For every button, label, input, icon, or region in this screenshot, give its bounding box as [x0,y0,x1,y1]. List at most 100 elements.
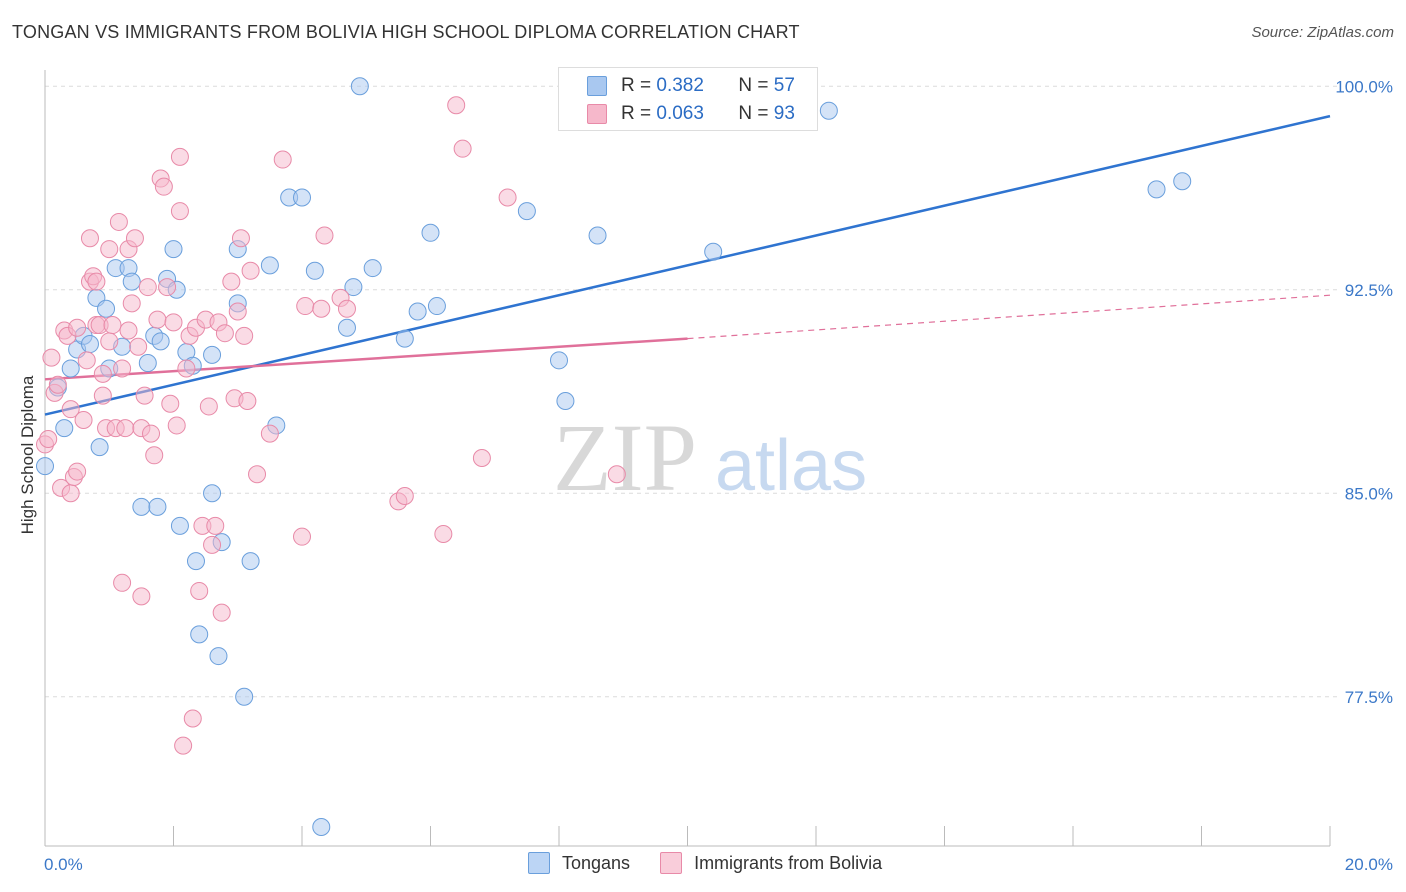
legend-r-value: 0.382 [656,75,704,96]
legend-row-bolivia: R = 0.063 N = 93 [559,100,795,128]
point-tongans [203,345,222,364]
chart-title: TONGAN VS IMMIGRANTS FROM BOLIVIA HIGH S… [12,22,800,42]
point-tongans [61,359,80,378]
legend-label-tongans: Tongans [562,852,631,873]
point-bolivia [472,449,491,467]
legend-n-label: N = [738,75,769,96]
legend-n-label: N = [738,103,769,124]
y-tick-label: 92.5% [1345,281,1393,300]
point-bolivia [447,96,466,115]
point-bolivia [177,359,196,378]
point-bolivia [42,348,61,367]
point-bolivia [199,397,218,416]
point-bolivia [80,229,99,248]
point-bolivia [93,364,112,383]
point-bolivia [170,202,189,221]
point-bolivia [135,386,154,405]
tick-labels: 77.5% 85.0% 92.5% 100.0% 0.0% 20.0% [44,77,1393,874]
point-tongans [305,261,324,280]
point-bolivia [142,424,161,443]
point-tongans [260,256,279,275]
point-bolivia [453,139,472,158]
point-bolivia [87,272,106,291]
point-tongans [293,188,311,207]
trend-lines [44,114,1331,416]
point-tongans [421,223,440,242]
point-bolivia [273,150,292,169]
legend-r-label: R = [621,75,652,96]
point-tongans [427,297,446,316]
point-bolivia [158,278,177,297]
point-bolivia [39,430,58,449]
point-tongans [132,497,151,516]
point-tongans [550,351,568,370]
point-tongans [704,242,723,261]
point-tongans [556,392,575,411]
point-bolivia [61,400,80,419]
point-tongans [164,240,183,259]
point-bolivia [190,581,209,600]
point-bolivia [170,147,189,166]
points [36,77,1192,837]
point-bolivia [206,516,225,535]
point-tongans [55,419,74,438]
y-tick-label: 77.5% [1345,688,1393,707]
legend-label-bolivia: Immigrants from Bolivia [694,852,883,873]
point-bolivia [312,299,331,318]
point-tongans [517,202,536,221]
point-tongans [97,299,116,318]
point-bolivia [122,294,141,313]
point-bolivia [235,326,254,345]
point-tongans [588,226,607,245]
point-tongans [190,625,209,644]
legend-row-tongans: R = 0.382 N = 57 [559,72,795,100]
point-bolivia [228,302,247,321]
point-bolivia [212,603,231,622]
point-bolivia [260,424,279,443]
watermark-zip: ZIP [553,404,697,511]
point-bolivia [113,573,132,592]
point-tongans [90,438,109,457]
point-bolivia [434,524,453,543]
point-bolivia [167,416,186,435]
point-bolivia [161,394,180,413]
point-bolivia [103,316,122,335]
point-bolivia [248,465,267,484]
point-bolivia [164,313,183,332]
point-tongans [80,335,99,354]
point-bolivia [100,332,119,351]
point-tongans [363,259,382,278]
point-bolivia [293,527,311,546]
legend-swatch-tongans [528,852,550,874]
legend-n-value: 93 [773,103,795,124]
point-bolivia [296,297,315,316]
y-tick-label: 85.0% [1345,484,1393,503]
point-bolivia [337,299,356,318]
point-bolivia [48,375,67,394]
point-tongans [395,329,414,348]
point-bolivia [138,278,157,297]
series-legend: Tongans Immigrants from Bolivia [528,852,882,874]
point-tongans [1173,172,1192,191]
point-tongans [203,484,222,503]
point-tongans [350,77,369,96]
point-tongans [241,552,260,571]
point-bolivia [129,337,148,356]
point-bolivia [145,446,164,465]
point-bolivia [395,486,414,505]
point-bolivia [61,484,80,503]
trend-line-bolivia-extension [687,294,1331,340]
legend-r-value: 0.063 [656,103,704,124]
point-tongans [235,687,254,706]
point-tongans [36,457,54,476]
point-bolivia [100,240,119,259]
watermark: ZIP atlas [553,404,867,511]
point-tongans [186,552,205,571]
point-bolivia [607,465,626,484]
point-tongans [170,516,189,535]
point-tongans [344,278,363,297]
point-bolivia [238,392,257,411]
point-bolivia [241,261,260,280]
point-bolivia [74,411,93,430]
